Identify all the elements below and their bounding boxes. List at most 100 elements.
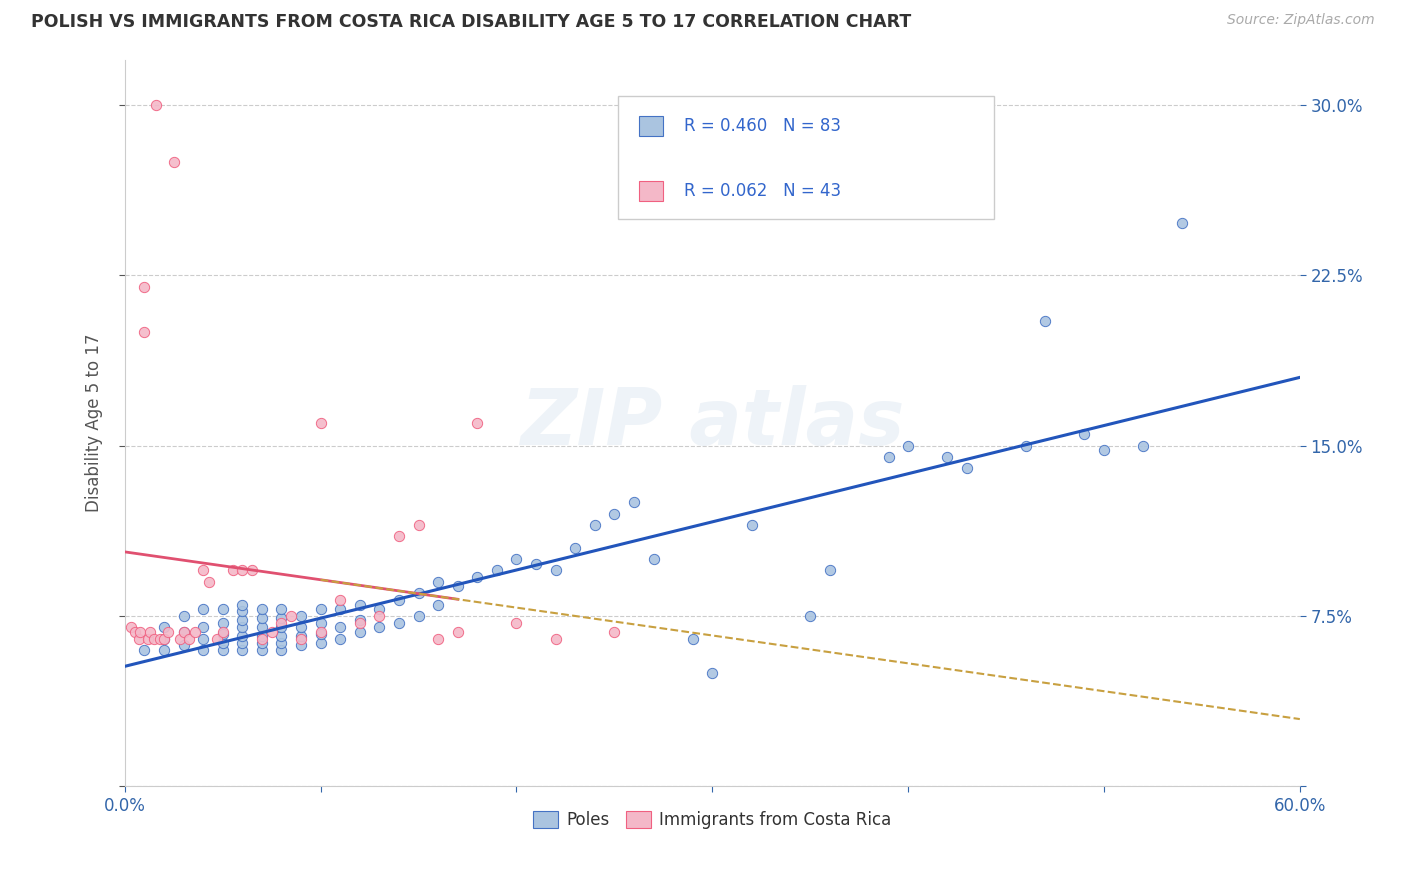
Point xyxy=(936,450,959,464)
Bar xyxy=(640,181,662,202)
Point xyxy=(309,624,332,639)
Point xyxy=(623,495,645,509)
Point xyxy=(447,579,470,593)
Point xyxy=(583,518,606,533)
Point xyxy=(485,564,508,578)
Point xyxy=(153,643,176,657)
Point xyxy=(250,611,273,625)
Point xyxy=(211,627,233,641)
Point xyxy=(134,643,156,657)
Point xyxy=(221,564,243,578)
Point xyxy=(427,598,450,612)
Point xyxy=(211,602,233,616)
Point xyxy=(290,620,312,634)
Point xyxy=(309,627,332,641)
Point xyxy=(184,624,207,639)
Point xyxy=(388,593,411,607)
Point xyxy=(408,518,430,533)
Point xyxy=(270,620,292,634)
Point xyxy=(388,615,411,630)
Text: Source: ZipAtlas.com: Source: ZipAtlas.com xyxy=(1227,13,1375,28)
Point xyxy=(427,632,450,646)
Point xyxy=(173,624,195,639)
Point xyxy=(173,608,195,623)
Point xyxy=(368,608,391,623)
Point xyxy=(231,614,253,628)
Point xyxy=(329,593,352,607)
Point xyxy=(129,624,152,639)
Point xyxy=(270,602,292,616)
Point xyxy=(163,154,186,169)
Point xyxy=(818,564,841,578)
Point xyxy=(603,507,626,521)
Point xyxy=(250,620,273,634)
Legend: Poles, Immigrants from Costa Rica: Poles, Immigrants from Costa Rica xyxy=(526,805,898,836)
Point xyxy=(250,643,273,657)
Point xyxy=(388,529,411,543)
Point xyxy=(191,602,214,616)
Point xyxy=(309,602,332,616)
Point xyxy=(1073,427,1095,442)
Point xyxy=(231,604,253,618)
Point xyxy=(211,615,233,630)
Point xyxy=(368,620,391,634)
Point xyxy=(290,629,312,643)
Point xyxy=(153,632,176,646)
Point xyxy=(603,624,626,639)
Point xyxy=(1132,439,1154,453)
Point xyxy=(465,570,488,584)
Point xyxy=(682,632,704,646)
Point xyxy=(505,615,527,630)
Point xyxy=(173,624,195,639)
Point xyxy=(231,598,253,612)
Point xyxy=(231,620,253,634)
Point xyxy=(139,624,162,639)
Point xyxy=(349,624,371,639)
Point xyxy=(211,624,233,639)
Y-axis label: Disability Age 5 to 17: Disability Age 5 to 17 xyxy=(86,334,103,512)
Point xyxy=(169,632,191,646)
Point xyxy=(1014,439,1036,453)
Point xyxy=(447,624,470,639)
Point xyxy=(290,639,312,653)
Point xyxy=(143,632,166,646)
Point xyxy=(270,615,292,630)
Point xyxy=(153,620,176,634)
Point xyxy=(156,624,179,639)
Text: POLISH VS IMMIGRANTS FROM COSTA RICA DISABILITY AGE 5 TO 17 CORRELATION CHART: POLISH VS IMMIGRANTS FROM COSTA RICA DIS… xyxy=(31,13,911,31)
Point xyxy=(427,574,450,589)
Point xyxy=(198,574,221,589)
Point xyxy=(877,450,900,464)
Point xyxy=(349,598,371,612)
Point xyxy=(173,639,195,653)
Point xyxy=(153,632,176,646)
Point xyxy=(408,608,430,623)
Point xyxy=(250,629,273,643)
Point xyxy=(134,279,156,293)
Point xyxy=(349,614,371,628)
Text: R = 0.460   N = 83: R = 0.460 N = 83 xyxy=(683,117,841,135)
Point xyxy=(329,620,352,634)
Point xyxy=(309,416,332,430)
Point xyxy=(120,620,142,634)
Point xyxy=(505,552,527,566)
Point xyxy=(231,643,253,657)
Point xyxy=(211,636,233,650)
Point xyxy=(329,602,352,616)
Point xyxy=(145,98,167,112)
Point xyxy=(211,643,233,657)
Point xyxy=(544,632,567,646)
Point xyxy=(408,586,430,600)
Point xyxy=(191,632,214,646)
Point xyxy=(128,632,150,646)
Point xyxy=(191,643,214,657)
Point xyxy=(643,552,665,566)
Point xyxy=(270,629,292,643)
Point xyxy=(956,461,979,475)
Point xyxy=(231,636,253,650)
Point xyxy=(240,564,263,578)
Text: ZIP atlas: ZIP atlas xyxy=(520,384,904,461)
Point xyxy=(329,632,352,646)
Bar xyxy=(640,116,662,136)
Point xyxy=(270,643,292,657)
